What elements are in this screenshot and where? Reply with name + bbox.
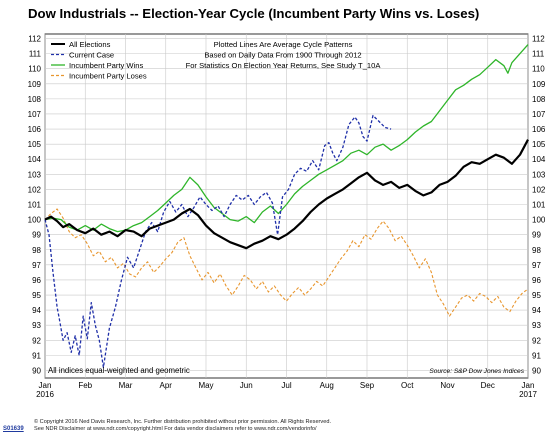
y-tick-label-left: 99 xyxy=(32,231,41,240)
x-tick-label: Sep xyxy=(360,381,375,390)
y-tick-label-right: 97 xyxy=(532,261,541,270)
y-tick-label-left: 105 xyxy=(28,140,42,149)
source-note: Source: S&P Dow Jones Indices xyxy=(429,368,524,375)
legend-label: Incumbent Party Loses xyxy=(69,72,147,81)
y-tick-label-left: 109 xyxy=(28,80,42,89)
y-tick-label-left: 100 xyxy=(28,216,42,225)
x-tick-label: Jul xyxy=(281,381,291,390)
bottom-note: All indices equal-weighted and geometric xyxy=(48,366,190,375)
y-tick-label-left: 110 xyxy=(28,65,41,74)
chart-title: Dow Industrials -- Election-Year Cycle (… xyxy=(28,6,480,21)
y-tick-label-right: 111 xyxy=(532,50,545,59)
y-tick-label-right: 107 xyxy=(532,110,546,119)
x-tick-label: May xyxy=(198,381,213,390)
x-tick-label: Aug xyxy=(320,381,334,390)
y-tick-label-right: 93 xyxy=(532,321,541,330)
footer: © Copyright 2016 Ned Davis Research, Inc… xyxy=(34,419,554,433)
y-tick-label-left: 93 xyxy=(32,321,41,330)
y-tick-label-right: 96 xyxy=(532,276,541,285)
y-tick-label-right: 103 xyxy=(532,170,546,179)
y-tick-label-left: 92 xyxy=(32,336,41,345)
disclaimer-text: See NDR Disclaimer at www.ndr.com/copyri… xyxy=(34,426,317,432)
y-tick-label-right: 104 xyxy=(532,155,546,164)
x-tick-label-year: 2017 xyxy=(519,390,537,399)
y-tick-label-left: 95 xyxy=(32,291,41,300)
x-tick-label-year: 2016 xyxy=(36,390,54,399)
x-tick-label: Jan xyxy=(522,381,535,390)
y-tick-label-left: 103 xyxy=(28,170,42,179)
y-tick-label-left: 112 xyxy=(28,35,41,44)
x-tick-label: Mar xyxy=(119,381,133,390)
y-tick-label-left: 107 xyxy=(28,110,42,119)
y-tick-label-right: 99 xyxy=(532,231,541,240)
y-tick-label-left: 96 xyxy=(32,276,41,285)
legend-label: Current Case xyxy=(69,51,114,60)
y-tick-label-right: 101 xyxy=(532,200,546,209)
y-tick-label-right: 91 xyxy=(532,351,541,360)
legend-label: All Elections xyxy=(69,40,111,49)
y-tick-label-right: 90 xyxy=(532,366,541,375)
y-tick-label-right: 106 xyxy=(532,125,546,134)
y-tick-label-right: 105 xyxy=(532,140,546,149)
y-tick-label-right: 94 xyxy=(532,306,541,315)
x-tick-label: Nov xyxy=(440,381,454,390)
y-tick-label-right: 98 xyxy=(532,246,541,255)
series-line xyxy=(44,139,529,250)
y-tick-label-left: 91 xyxy=(32,351,41,360)
x-tick-label: Jun xyxy=(240,381,253,390)
x-tick-label: Oct xyxy=(401,381,414,390)
y-tick-label-left: 98 xyxy=(32,246,41,255)
x-tick-label: Dec xyxy=(481,381,495,390)
y-tick-label-left: 104 xyxy=(28,155,42,164)
x-tick-label: Feb xyxy=(78,381,92,390)
y-tick-label-left: 101 xyxy=(28,200,42,209)
y-tick-label-left: 102 xyxy=(28,185,42,194)
y-tick-label-left: 94 xyxy=(32,306,41,315)
y-tick-label-right: 108 xyxy=(532,95,546,104)
x-tick-label: Jan xyxy=(39,381,52,390)
y-tick-label-right: 95 xyxy=(532,291,541,300)
annotation-text: Plotted Lines Are Average Cycle Patterns xyxy=(214,40,353,49)
copyright-text: © Copyright 2016 Ned Davis Research, Inc… xyxy=(34,419,331,425)
y-tick-label-right: 112 xyxy=(532,35,545,44)
x-tick-label: Apr xyxy=(160,381,173,390)
chart-id-link[interactable]: S01639 xyxy=(3,426,24,432)
y-tick-label-left: 90 xyxy=(32,366,41,375)
series-line xyxy=(44,114,392,369)
y-tick-label-right: 102 xyxy=(532,185,546,194)
y-tick-label-right: 92 xyxy=(532,336,541,345)
y-tick-label-left: 106 xyxy=(28,125,42,134)
y-tick-label-right: 110 xyxy=(532,65,545,74)
legend-label: Incumbent Party Wins xyxy=(69,61,143,70)
y-tick-label-right: 100 xyxy=(532,216,546,225)
annotation-text: Based on Daily Data From 1900 Through 20… xyxy=(204,51,361,60)
y-tick-label-right: 109 xyxy=(532,80,546,89)
annotation-text: For Statistics On Election Year Returns,… xyxy=(186,61,382,70)
y-tick-label-left: 108 xyxy=(28,95,42,104)
y-tick-label-left: 111 xyxy=(29,50,42,59)
y-tick-label-left: 97 xyxy=(32,261,41,270)
